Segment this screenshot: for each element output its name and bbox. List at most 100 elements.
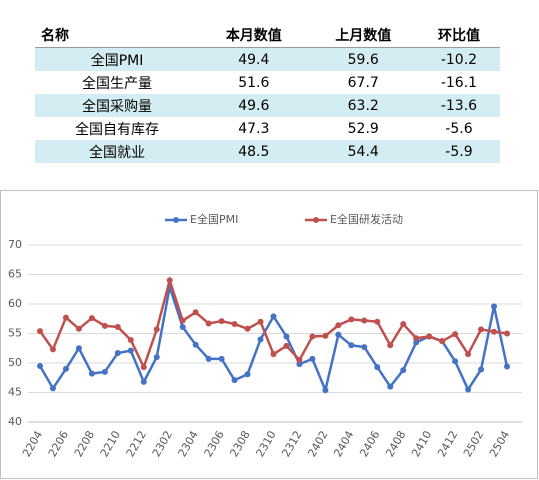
data-point [114, 324, 121, 331]
data-point [62, 314, 69, 321]
y-tick-label: 55 [8, 327, 22, 340]
data-point [296, 361, 303, 368]
data-point [49, 346, 56, 353]
legend-label: E全国PMI [190, 212, 238, 226]
table-cell: -13.6 [417, 94, 500, 117]
data-point [218, 318, 225, 325]
data-point [413, 335, 420, 342]
data-point [309, 333, 316, 340]
summary-table: 名称 本月数值 上月数值 环比值 全国PMI 49.4 59.6 -10.2 全国生产量 51.6… [35, 22, 500, 163]
data-point [244, 371, 251, 378]
data-point [166, 277, 173, 284]
data-point [140, 378, 147, 385]
data-point [400, 321, 407, 328]
data-point [179, 317, 186, 324]
y-tick-label: 40 [8, 415, 22, 428]
data-point [153, 326, 160, 333]
table-cell: 本月数值 [199, 22, 309, 48]
table-row: 名称 本月数值 上月数值 环比值 [35, 22, 500, 48]
table-row: 全国就业 48.5 54.4 -5.9 [35, 140, 500, 163]
table-cell: 49.4 [199, 47, 309, 71]
data-point [348, 316, 355, 323]
table-cell: -5.9 [417, 140, 500, 163]
data-point [114, 349, 121, 356]
table-cell: -10.2 [417, 47, 500, 71]
table-row: 全国生产量 51.6 67.7 -16.1 [35, 71, 500, 94]
data-point [387, 342, 394, 349]
data-point [322, 387, 329, 394]
data-point [478, 326, 485, 333]
data-point [335, 331, 342, 338]
data-point [153, 354, 160, 361]
data-point [88, 315, 95, 322]
data-point [205, 355, 212, 362]
data-point [387, 383, 394, 390]
data-point [348, 342, 355, 349]
table-cell: 环比值 [417, 22, 500, 48]
data-point [478, 366, 485, 373]
table-cell: 51.6 [238, 74, 270, 91]
data-point [504, 330, 510, 337]
data-point [283, 333, 290, 340]
data-point [504, 363, 510, 370]
table-cell: 67.7 [347, 74, 379, 91]
data-point [426, 333, 433, 340]
table-cell: 名称 [35, 22, 200, 48]
data-point [452, 358, 459, 365]
y-tick-label: 70 [8, 238, 22, 251]
data-point [244, 325, 251, 332]
table-cell: 全国生产量 [82, 75, 153, 92]
table-cell: 全国自有库存 [75, 121, 160, 138]
data-point [413, 339, 420, 346]
chart-frame [0, 190, 538, 479]
data-point [465, 386, 472, 393]
data-point [75, 325, 82, 332]
data-point [231, 321, 238, 328]
table-cell: -5.6 [445, 120, 473, 137]
data-point [127, 347, 134, 354]
data-point [88, 370, 95, 377]
data-point [101, 322, 108, 329]
data-point [75, 345, 82, 352]
table-cell: 全国采购量 [35, 94, 200, 117]
data-point [192, 309, 199, 316]
table-cell: 59.6 [308, 47, 418, 71]
y-tick-label: 60 [8, 297, 22, 310]
table-cell: 49.6 [199, 94, 309, 117]
data-point [322, 332, 329, 339]
data-point [439, 338, 446, 345]
legend-marker [173, 217, 179, 223]
y-tick-label: 50 [8, 356, 22, 369]
table-cell: 52.9 [347, 120, 379, 137]
table-cell: 47.3 [238, 120, 270, 137]
legend-marker [313, 217, 319, 223]
data-point [257, 318, 264, 325]
data-point [361, 317, 368, 324]
data-point [179, 324, 186, 331]
data-point [374, 318, 381, 325]
legend-label: E全国研发活动 [330, 212, 403, 226]
y-tick-label: 65 [8, 268, 22, 281]
data-point [101, 368, 108, 375]
data-point [231, 377, 238, 384]
data-point [49, 385, 56, 392]
data-point [37, 328, 43, 335]
table-row: 全国PMI 49.4 59.6 -10.2 [35, 47, 500, 71]
data-point [62, 365, 69, 372]
data-point [374, 364, 381, 371]
data-point [205, 320, 212, 327]
data-point [296, 357, 303, 364]
table-row: 全国采购量 49.6 63.2 -13.6 [35, 94, 500, 117]
data-point [309, 355, 316, 362]
data-point [452, 331, 459, 338]
data-point [491, 303, 498, 310]
table-cell: 54.4 [308, 140, 418, 163]
data-point [218, 355, 225, 362]
table-cell: 48.5 [199, 140, 309, 163]
data-point [270, 351, 277, 358]
table-cell: 上月数值 [308, 22, 418, 48]
data-point [335, 322, 342, 329]
data-point [192, 341, 199, 348]
data-point [140, 364, 147, 371]
